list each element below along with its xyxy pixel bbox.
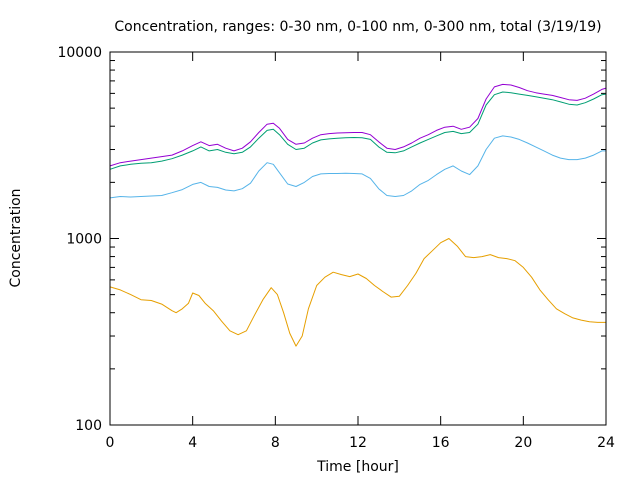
series-lines: [109, 83, 607, 347]
y-tick-label: 1000: [66, 232, 102, 248]
x-tick-label: 8: [271, 435, 280, 451]
series-line-1: [109, 238, 606, 347]
x-axis-ticks: 0 4 8 12 16 20 24: [106, 52, 615, 451]
chart-title: Concentration, ranges: 0-30 nm, 0-100 nm…: [114, 19, 601, 35]
x-tick-label: 20: [514, 435, 532, 451]
y-tick-label: 10000: [57, 45, 102, 61]
series-line-2: [109, 135, 606, 199]
x-tick-label: 12: [349, 435, 367, 451]
x-tick-label: 4: [188, 435, 197, 451]
series-line-3: [109, 91, 607, 170]
plot-frame: [109, 51, 607, 426]
x-tick-label: 16: [432, 435, 450, 451]
y-axis-label: Concentration: [8, 188, 24, 287]
y-axis-ticks: 100 1000 10000: [57, 45, 606, 434]
y-tick-label: 100: [75, 418, 102, 434]
x-axis-label: Time [hour]: [316, 459, 399, 475]
x-tick-label: 24: [597, 435, 615, 451]
x-tick-label: 0: [106, 435, 115, 451]
series-line-4: [109, 83, 607, 167]
